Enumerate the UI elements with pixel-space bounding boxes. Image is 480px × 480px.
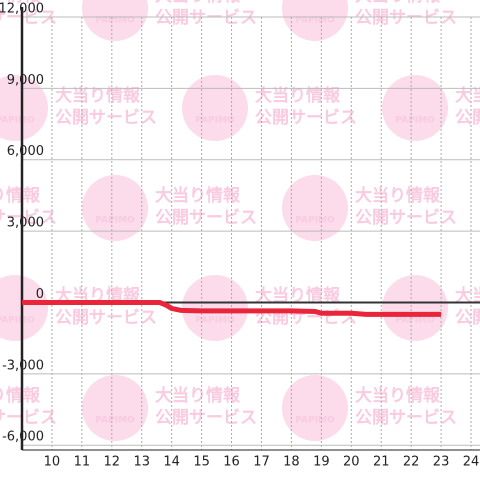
watermark-line1: 大当り情報 xyxy=(55,85,141,106)
watermark-line1: 大当り情報 xyxy=(455,285,480,306)
watermark-line1: 大当り情報 xyxy=(155,185,241,206)
watermark-logo: PAPIMO xyxy=(195,116,235,126)
watermark-line2: 公開サービス xyxy=(455,308,480,328)
watermark-logo-circle xyxy=(282,175,348,241)
watermark-line1: 大当り情報 xyxy=(355,385,441,406)
x-tick-label: 17 xyxy=(253,455,270,470)
x-tick-label: 20 xyxy=(343,455,360,470)
x-tick-label: 24 xyxy=(463,455,480,470)
y-tick-label: 6,000 xyxy=(7,144,44,159)
watermark-line2: 公開サービス xyxy=(255,108,357,128)
y-tick-label: -3,000 xyxy=(2,358,44,373)
y-tick-label: 12,000 xyxy=(0,2,44,17)
watermark-logo-circle xyxy=(0,75,48,141)
y-tick-label: -6,000 xyxy=(2,430,44,445)
x-tick-label: 15 xyxy=(193,455,210,470)
watermark-logo-circle xyxy=(182,275,248,341)
watermark-logo: PAPIMO xyxy=(295,416,335,426)
watermark-line2: 公開サービス xyxy=(55,308,157,328)
watermark-line1: 大当り情報 xyxy=(155,0,241,6)
watermark-logo-circle xyxy=(382,75,448,141)
watermark-logo: PAPIMO xyxy=(395,316,435,326)
watermark-line1: 大当り情報 xyxy=(255,285,341,306)
watermark-line1: 大当り情報 xyxy=(355,185,441,206)
watermark-line2: 公開サービス xyxy=(155,408,257,428)
x-tick-label: 10 xyxy=(44,455,61,470)
y-tick-label: 0 xyxy=(36,287,44,302)
watermark-line2: 公開サービス xyxy=(155,208,257,228)
y-tick-label: 9,000 xyxy=(7,73,44,88)
x-tick-label: 13 xyxy=(133,455,150,470)
watermark-line1: 大当り情報 xyxy=(0,0,41,6)
watermark-line2: 公開サービス xyxy=(455,108,480,128)
watermark-line2: 公開サービス xyxy=(355,408,457,428)
watermark-logo: PAPIMO xyxy=(295,16,335,26)
watermark-line1: 大当り情報 xyxy=(255,85,341,106)
watermark-logo: PAPIMO xyxy=(0,316,35,326)
watermark-line1: 大当り情報 xyxy=(455,85,480,106)
watermark-line2: 公開サービス xyxy=(55,108,157,128)
watermark-logo-circle xyxy=(182,75,248,141)
watermark-logo-circle xyxy=(82,375,148,441)
watermark-logo: PAPIMO xyxy=(95,216,135,226)
watermark-logo-circle xyxy=(82,0,148,41)
watermark-logo: PAPIMO xyxy=(395,116,435,126)
x-tick-label: 23 xyxy=(433,455,450,470)
watermark-line2: 公開サービス xyxy=(0,208,57,228)
x-tick-label: 21 xyxy=(373,455,390,470)
watermark-logo-circle xyxy=(0,275,48,341)
watermark-logo: PAPIMO xyxy=(0,116,35,126)
data-line xyxy=(22,299,442,317)
watermark-line2: 公開サービス xyxy=(155,8,257,28)
watermark-logo: PAPIMO xyxy=(295,216,335,226)
x-tick-label: 11 xyxy=(74,455,91,470)
watermark-logo: PAPIMO xyxy=(95,416,135,426)
watermark-line1: 大当り情報 xyxy=(0,385,41,406)
x-tick-label: 12 xyxy=(104,455,121,470)
watermark-line1: 大当り情報 xyxy=(355,0,441,6)
watermark: PAPIMO大当り情報公開サービスPAPIMO大当り情報公開サービスPAPIMO… xyxy=(0,0,480,441)
x-tick-label: 14 xyxy=(163,455,180,470)
watermark-logo-circle xyxy=(282,0,348,41)
watermark-line1: 大当り情報 xyxy=(0,185,41,206)
watermark-line2: 公開サービス xyxy=(355,8,457,28)
watermark-line2: 公開サービス xyxy=(355,208,457,228)
watermark-logo-circle xyxy=(82,175,148,241)
x-tick-label: 18 xyxy=(283,455,300,470)
watermark-line2: 公開サービス xyxy=(0,408,57,428)
watermark-logo-circle xyxy=(382,275,448,341)
watermark-line1: 大当り情報 xyxy=(155,385,241,406)
y-tick-label: 3,000 xyxy=(7,216,44,231)
watermark-logo-circle xyxy=(282,375,348,441)
watermark-logo: PAPIMO xyxy=(95,16,135,26)
watermark-logo: PAPIMO xyxy=(195,316,235,326)
watermark-line2: 公開サービス xyxy=(0,8,57,28)
x-tick-label: 16 xyxy=(223,455,240,470)
x-tick-label: 22 xyxy=(403,455,420,470)
x-tick-label: 19 xyxy=(313,455,330,470)
